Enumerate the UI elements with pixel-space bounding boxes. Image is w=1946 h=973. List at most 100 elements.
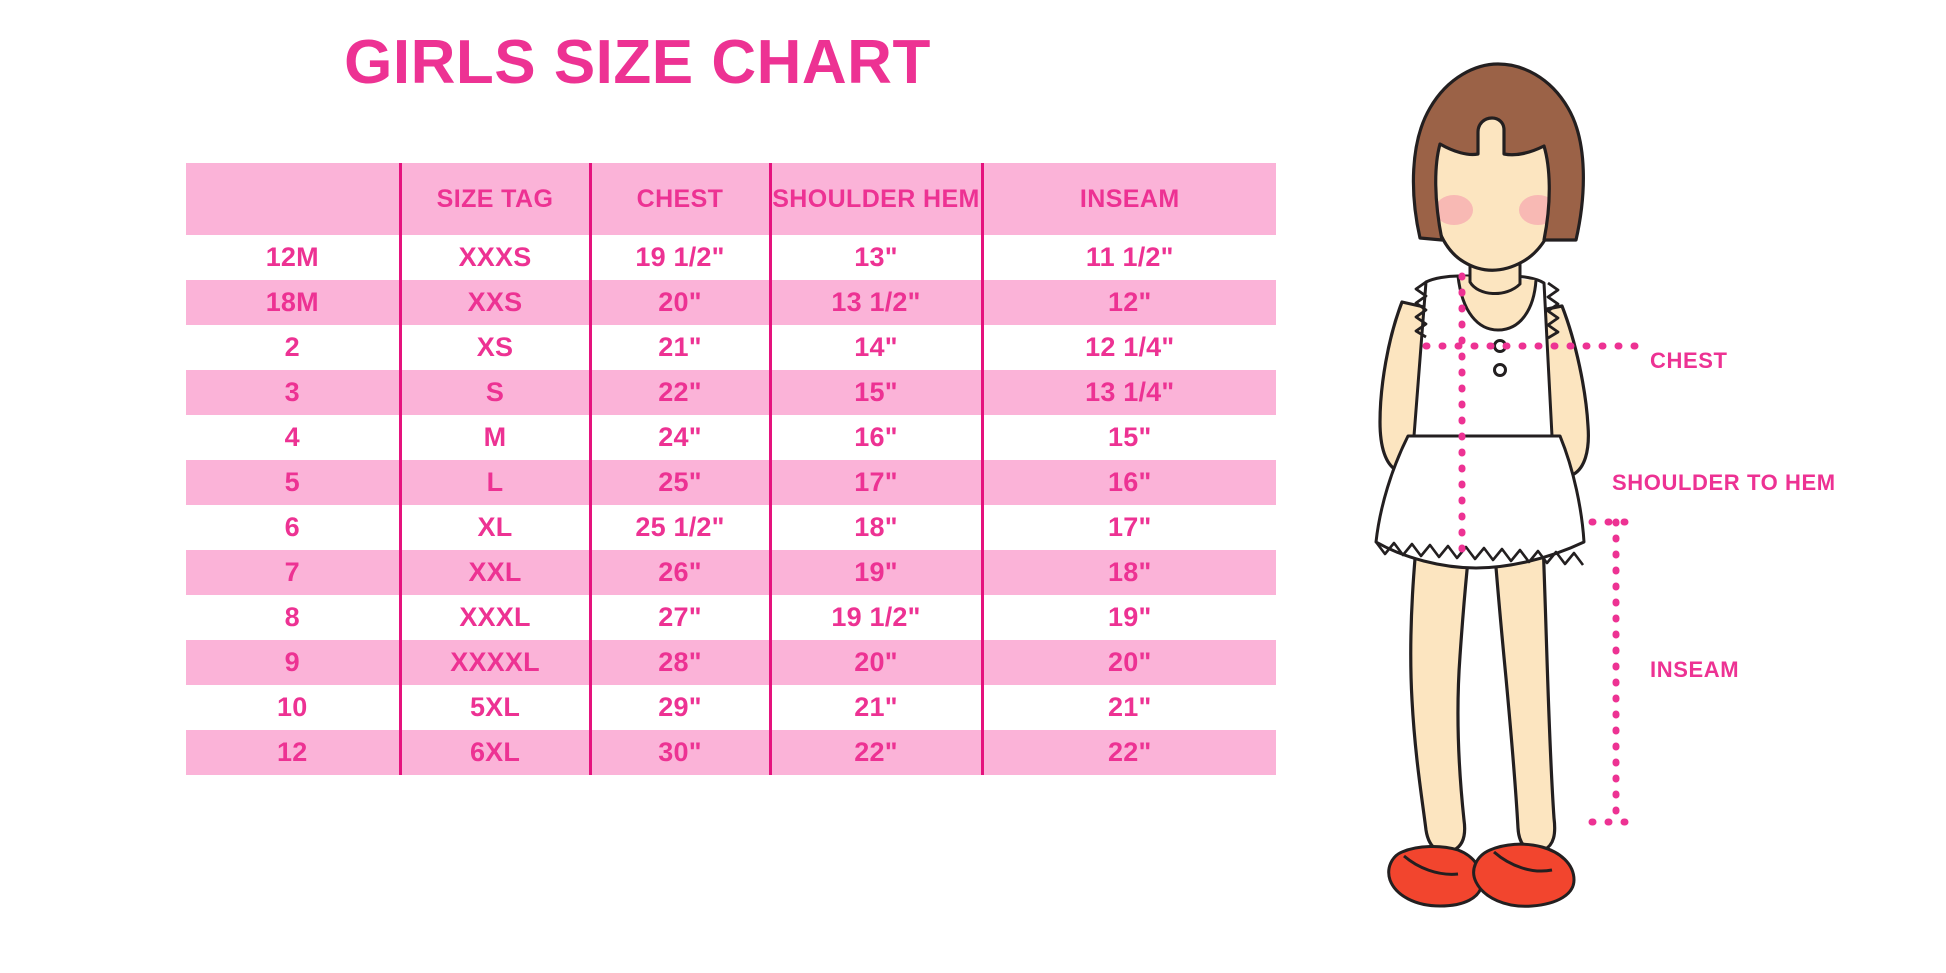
cell-size-tag: XXXXL	[398, 640, 590, 685]
cell-size-tag: XXXL	[398, 595, 590, 640]
cell-inseam: 22"	[980, 730, 1276, 775]
cell-inseam: 11 1/2"	[980, 235, 1276, 280]
cell-shoulder-hem: 15"	[768, 370, 982, 415]
measurement-guides	[1422, 272, 1654, 826]
cell-inseam: 18"	[980, 550, 1276, 595]
measurement-label-shoulder-to-hem: SHOULDER TO HEM	[1612, 470, 1836, 495]
cell-size-tag: 5XL	[398, 685, 590, 730]
column-header-shoulder-hem: SHOULDER HEM	[768, 163, 982, 235]
cell-size: 9	[284, 647, 300, 677]
cell-size: 6	[284, 512, 300, 542]
cell-chest: 25"	[588, 460, 770, 505]
girl-head-group	[1411, 62, 1585, 295]
girl-shoes-group	[1387, 842, 1576, 908]
size-chart-table: SIZE TAG CHEST SHOULDER HEM INSEAM 12M XX…	[186, 163, 1276, 775]
cell-size: 5	[284, 467, 300, 497]
cell-size-tag: XXS	[398, 280, 590, 325]
table-row: 3 S 22" 15" 13 1/4"	[186, 370, 1276, 415]
table-row: 2 XS 21" 14" 12 1/4"	[186, 325, 1276, 370]
girl-hair	[1411, 62, 1585, 242]
table-header-row: SIZE TAG CHEST SHOULDER HEM INSEAM	[186, 163, 1276, 235]
cell-size: 4	[284, 422, 300, 452]
cell-shoulder-hem: 13"	[768, 235, 982, 280]
cell-chest: 30"	[588, 730, 770, 775]
column-header-inseam: INSEAM	[980, 163, 1276, 235]
cell-chest: 24"	[588, 415, 770, 460]
table-row: 7 XXL 26" 19" 18"	[186, 550, 1276, 595]
girl-legs-group	[1409, 484, 1557, 854]
cell-inseam: 17"	[980, 505, 1276, 550]
cell-size: 10	[277, 692, 308, 722]
shoe-right-strap	[1493, 850, 1553, 873]
cell-shoulder-hem: 17"	[768, 460, 982, 505]
cell-inseam: 12"	[980, 280, 1276, 325]
table-row: 9 XXXXL 28" 20" 20"	[186, 640, 1276, 685]
cell-size-tag: XXL	[398, 550, 590, 595]
cell-chest: 27"	[588, 595, 770, 640]
girl-top-group	[1412, 274, 1560, 438]
column-header-chest: CHEST	[588, 163, 770, 235]
cell-size: 18M	[265, 287, 319, 317]
cell-shoulder-hem: 14"	[768, 325, 982, 370]
cell-shoulder-hem: 19 1/2"	[768, 595, 982, 640]
table-row: 6 XL 25 1/2" 18" 17"	[186, 505, 1276, 550]
column-header-size-tag: SIZE TAG	[398, 163, 590, 235]
cell-shoulder-hem: 22"	[768, 730, 982, 775]
table-row: 12 6XL 30" 22" 22"	[186, 730, 1276, 775]
cell-shoulder-hem: 13 1/2"	[768, 280, 982, 325]
cell-shoulder-hem: 19"	[768, 550, 982, 595]
cell-size: 7	[284, 557, 300, 587]
cell-size-tag: L	[398, 460, 590, 505]
size-chart-table-container: SIZE TAG CHEST SHOULDER HEM INSEAM 12M XX…	[186, 163, 1276, 775]
table-row: 5 L 25" 17" 16"	[186, 460, 1276, 505]
cell-chest: 19 1/2"	[588, 235, 770, 280]
cell-size: 3	[284, 377, 300, 407]
shoe-left-strap	[1403, 854, 1459, 876]
cell-chest: 21"	[588, 325, 770, 370]
cell-shoulder-hem: 18"	[768, 505, 982, 550]
measurement-label-inseam: INSEAM	[1650, 657, 1740, 682]
cell-size: 8	[284, 602, 300, 632]
cell-inseam: 12 1/4"	[980, 325, 1276, 370]
girl-skirt-group	[1374, 434, 1586, 570]
cell-inseam: 16"	[980, 460, 1276, 505]
cell-chest: 29"	[588, 685, 770, 730]
cell-inseam: 21"	[980, 685, 1276, 730]
table-row: 4 M 24" 16" 15"	[186, 415, 1276, 460]
cell-chest: 28"	[588, 640, 770, 685]
cell-size: 12	[277, 737, 308, 767]
column-header-size	[186, 163, 400, 235]
table-row: 8 XXXL 27" 19 1/2" 19"	[186, 595, 1276, 640]
girl-top-ruffle-right	[1546, 281, 1560, 340]
girl-skirt-scallop-hem	[1374, 541, 1585, 566]
cell-chest: 20"	[588, 280, 770, 325]
cell-size-tag: XL	[398, 505, 590, 550]
cell-shoulder-hem: 20"	[768, 640, 982, 685]
cell-inseam: 19"	[980, 595, 1276, 640]
girl-cheek-left	[1435, 195, 1473, 225]
table-row: 12M XXXS 19 1/2" 13" 11 1/2"	[186, 235, 1276, 280]
table-row: 10 5XL 29" 21" 21"	[186, 685, 1276, 730]
shoe-right	[1472, 842, 1576, 908]
cell-chest: 25 1/2"	[588, 505, 770, 550]
girl-top-ruffle-left	[1414, 280, 1428, 339]
cell-size-tag: S	[398, 370, 590, 415]
girl-figure-illustration	[1330, 50, 1946, 950]
cell-inseam: 13 1/4"	[980, 370, 1276, 415]
measurement-label-chest: CHEST	[1650, 348, 1728, 373]
cell-shoulder-hem: 21"	[768, 685, 982, 730]
cell-size-tag: XS	[398, 325, 590, 370]
girl-skirt	[1374, 434, 1586, 570]
cell-inseam: 20"	[980, 640, 1276, 685]
cell-size-tag: XXXS	[398, 235, 590, 280]
cell-size-tag: M	[398, 415, 590, 460]
cell-chest: 22"	[588, 370, 770, 415]
cell-size-tag: 6XL	[398, 730, 590, 775]
cell-shoulder-hem: 16"	[768, 415, 982, 460]
page-title: GIRLS SIZE CHART	[344, 28, 931, 97]
cell-size: 2	[284, 332, 300, 362]
cell-size: 12M	[265, 242, 319, 272]
cell-chest: 26"	[588, 550, 770, 595]
shoe-left	[1387, 845, 1484, 908]
table-body: 12M XXXS 19 1/2" 13" 11 1/2" 18M XXS 20" 13 1/2"…	[186, 235, 1276, 775]
